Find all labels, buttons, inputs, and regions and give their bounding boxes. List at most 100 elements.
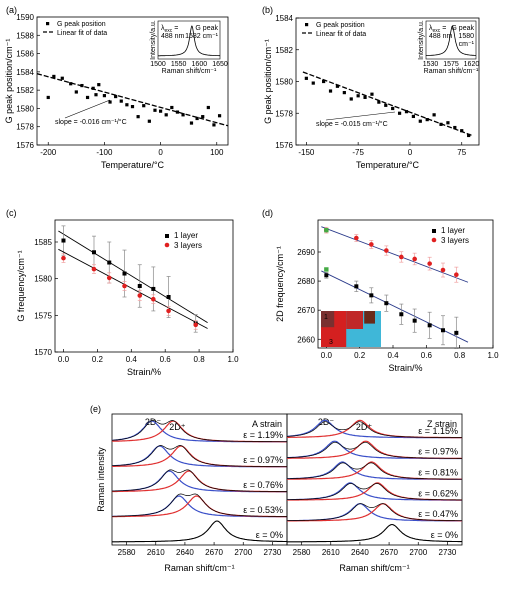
- highlight-point: [324, 267, 329, 272]
- inset-excitation-label: λexc =: [161, 25, 178, 34]
- data-point-3-layers: [91, 266, 97, 272]
- y-tick-label: 1578: [16, 123, 34, 132]
- data-point: [60, 76, 64, 80]
- y-tick-label: 1588: [16, 31, 34, 40]
- x-tick-label: -200: [40, 148, 57, 157]
- unstrained-spectrum: [112, 520, 287, 543]
- strain-label: ε = 0.62%: [418, 488, 458, 498]
- data-point-3-layers: [369, 242, 374, 247]
- legend-label: 1 layer: [174, 231, 198, 240]
- data-point: [164, 113, 168, 117]
- inset-y-label: Intensity/a.u.: [150, 20, 157, 60]
- inset-x-tick-label: 1600: [192, 61, 208, 68]
- data-point: [418, 119, 422, 123]
- data-point: [114, 94, 118, 99]
- data-point-3-layers: [151, 296, 156, 302]
- x-tick-label: 0.4: [126, 355, 138, 364]
- inset-x-label: Raman shift/cm⁻¹: [162, 68, 217, 75]
- panel-a: -200 -100 0 100 1576 1578 1580 1582 1584 1586 1588…: [4, 5, 229, 170]
- x-tick-label: 2700: [234, 548, 252, 557]
- fit-line: [58, 230, 208, 324]
- data-point: [181, 113, 185, 117]
- x-tick-label: 0.6: [421, 351, 433, 360]
- legend-marker-1-layer: [165, 234, 169, 238]
- data-point-1-layer: [137, 284, 142, 288]
- y-tick-label: 2660: [297, 335, 315, 344]
- data-point: [342, 91, 346, 95]
- panel-label: (d): [262, 208, 273, 218]
- y-tick-label: 1580: [16, 104, 34, 113]
- x-tick-label: 1.0: [227, 355, 239, 364]
- y-tick-label: 1586: [16, 50, 34, 59]
- data-point: [370, 92, 374, 96]
- plot-frame: [54, 219, 234, 353]
- inset-excitation-value: 488 nm: [161, 33, 185, 40]
- x-tick-label: 2610: [147, 548, 165, 557]
- legend-marker-1-layer: [432, 229, 436, 233]
- subpanel-title: A strain: [252, 419, 282, 429]
- inset-layer-label: 3: [329, 339, 333, 346]
- y-tick-label: 1580: [275, 78, 293, 87]
- panel-c: 0.0 0.2 0.4 0.6 0.8 1.0 1570 1575 1580 1585 Strain…: [6, 208, 239, 377]
- x-tick-label: 0.4: [387, 351, 399, 360]
- y-axis-label: G peak position/cm⁻¹: [263, 39, 273, 124]
- y-axis-label: 2D frequency/cm⁻¹: [275, 246, 285, 322]
- legend-label: G peak position: [57, 21, 106, 28]
- plot-frame: [36, 16, 229, 146]
- data-point: [94, 93, 98, 97]
- inset-x-tick-label: 1650: [212, 61, 228, 68]
- strain-label: ε = 0.81%: [418, 468, 458, 478]
- x-tick-label: 2700: [409, 548, 427, 557]
- measured-spectrum: [286, 441, 462, 459]
- data-point: [130, 105, 135, 109]
- data-point-1-layer: [107, 260, 112, 265]
- strain-label: ε = 0.53%: [243, 505, 283, 515]
- measured-spectrum: [287, 462, 462, 480]
- x-axis-label: Raman shift/cm⁻¹: [164, 563, 234, 573]
- annotation-arrow: [325, 111, 396, 121]
- data-point: [189, 121, 194, 125]
- x-axis-label: Raman shift/cm⁻¹: [339, 563, 409, 573]
- x-tick-label: 75: [457, 148, 466, 157]
- data-point: [212, 123, 216, 127]
- data-point: [102, 94, 107, 98]
- inset-x-tick-label: 1530: [423, 61, 439, 68]
- strain-label: ε = 0%: [256, 530, 283, 540]
- highlight-point: [324, 227, 329, 233]
- strain-label: ε = 0.47%: [418, 509, 458, 519]
- data-point: [328, 89, 333, 93]
- x-tick-label: 2670: [380, 548, 398, 557]
- legend-marker: [46, 22, 50, 26]
- y-tick-label: 2680: [297, 277, 315, 286]
- data-point: [391, 106, 395, 111]
- x-tick-label: 0.6: [160, 355, 172, 364]
- x-axis-label: Strain/%: [388, 363, 422, 373]
- data-point: [119, 99, 123, 103]
- panel-label: (c): [6, 208, 17, 218]
- x-tick-label: 0: [158, 148, 163, 157]
- panel-label: (e): [90, 404, 101, 414]
- strain-label: ε = 0.76%: [243, 480, 283, 490]
- inset-excitation-equals: =: [440, 25, 446, 32]
- strain-label: ε = 0.97%: [418, 447, 458, 457]
- x-axis-label: Temperature/°C: [356, 160, 420, 170]
- linear-fit-line: [302, 71, 473, 137]
- x-tick-label: 0.8: [454, 351, 466, 360]
- data-point: [217, 114, 222, 118]
- y-axis-label: Raman intensity: [96, 447, 106, 512]
- data-point: [311, 81, 315, 85]
- data-point-3-layers: [137, 293, 143, 298]
- inset-peak-label: G peak: [195, 25, 218, 32]
- measured-spectrum: [111, 469, 287, 492]
- inset-x-label: Raman shift/cm⁻¹: [424, 68, 479, 75]
- x-tick-label: 2670: [205, 548, 223, 557]
- data-point: [446, 121, 450, 125]
- legend-marker-3-layers: [431, 237, 437, 243]
- subpanel-title: Z strain: [427, 419, 457, 429]
- y-tick-label: 1585: [34, 238, 52, 247]
- data-point: [453, 125, 457, 130]
- strain-label: ε = 1.15%: [418, 426, 458, 436]
- y-tick-label: 1590: [16, 13, 34, 22]
- y-tick-label: 1582: [275, 46, 293, 55]
